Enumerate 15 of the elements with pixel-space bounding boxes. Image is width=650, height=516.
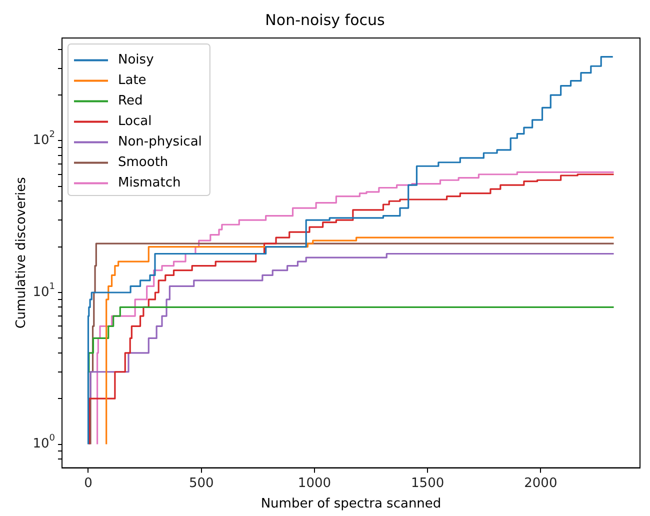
legend-label: Non-physical	[118, 134, 202, 150]
legend-label: Red	[118, 94, 143, 109]
y-axis-title: Cumulative discoveries	[14, 176, 30, 329]
x-tick-label: 0	[84, 476, 92, 491]
x-tick-label: 1000	[298, 476, 332, 491]
x-axis-title: Number of spectra scanned	[260, 496, 442, 512]
x-tick-label: 2000	[524, 476, 558, 491]
legend-label: Noisy	[118, 52, 154, 68]
legend-label: Mismatch	[118, 176, 181, 191]
x-tick-label: 1500	[411, 476, 444, 491]
x-tick-label: 500	[188, 476, 214, 491]
legend-label: Local	[118, 114, 152, 130]
legend-label: Late	[118, 73, 146, 88]
chart-title: Non-noisy focus	[265, 10, 386, 29]
legend-label: Smooth	[118, 155, 168, 170]
